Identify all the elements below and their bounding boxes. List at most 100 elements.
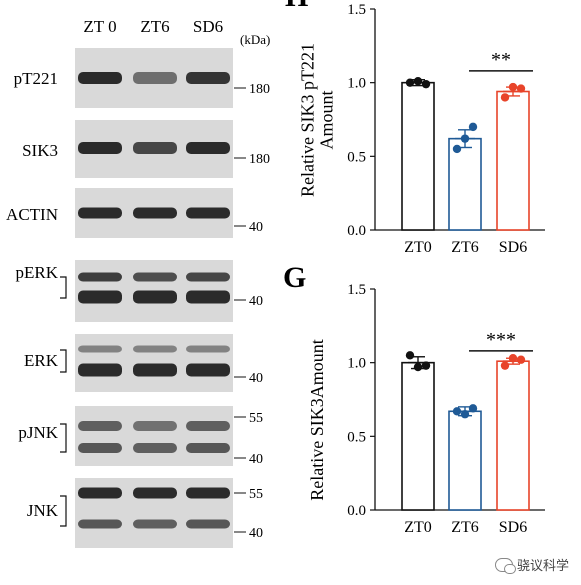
x-tick-label: ZT0 [404, 239, 432, 256]
protein-band [133, 421, 177, 431]
protein-label: JNK [27, 501, 59, 520]
blot-row: JNK 55 40 [27, 478, 263, 548]
data-point [500, 361, 510, 370]
protein-band [133, 272, 177, 282]
marker-kda-label: 40 [249, 452, 263, 467]
panel-letter: H [285, 0, 308, 13]
band-bracket [60, 276, 67, 299]
y-tick-label: 0.5 [347, 429, 366, 445]
protein-label: SIK3 [22, 141, 58, 160]
x-tick-label: ZT6 [451, 519, 479, 536]
lane-label: ZT6 [140, 17, 169, 36]
protein-band [186, 487, 230, 499]
protein-band [186, 363, 230, 377]
blot-row: pT221 180 [14, 48, 270, 108]
protein-label: pT221 [14, 69, 58, 88]
data-point [460, 134, 470, 143]
data-point [500, 93, 510, 102]
bar [448, 137, 482, 231]
data-point [405, 351, 415, 360]
y-axis-label-line: Relative SIK3Amount [307, 339, 327, 500]
data-point [468, 404, 478, 413]
protein-band [133, 207, 177, 219]
protein-band [133, 72, 177, 84]
protein-label: ACTIN [6, 205, 58, 224]
marker-kda-label: 55 [249, 411, 263, 426]
protein-band [78, 487, 122, 499]
protein-band [133, 443, 177, 453]
data-point [516, 84, 526, 93]
blot-row: pJNK 55 40 [18, 406, 263, 467]
protein-band [78, 207, 122, 219]
protein-band [133, 345, 177, 353]
protein-band [186, 345, 230, 353]
bar-chart: 0.0 0.5 1.0 1.5 Relative SIK3Amount ZT0 ZT6 SD6… [307, 282, 545, 536]
protein-band [186, 421, 230, 431]
protein-label: pJNK [18, 423, 58, 442]
band-bracket [60, 495, 67, 527]
bar [401, 81, 435, 231]
protein-band [78, 290, 122, 304]
significance-label: ** [491, 49, 511, 71]
data-point [508, 354, 518, 363]
data-point [413, 76, 423, 86]
protein-band [186, 142, 230, 154]
bar [448, 410, 482, 511]
x-tick-label: SD6 [499, 239, 527, 256]
y-tick-label: 1.5 [347, 282, 366, 298]
protein-band [78, 443, 122, 453]
data-point [508, 82, 518, 92]
blot-membrane [75, 406, 233, 466]
lane-label: SD6 [193, 17, 223, 36]
y-tick-label: 1.0 [347, 76, 366, 92]
x-tick-label: ZT0 [404, 519, 432, 536]
bar [496, 360, 530, 511]
blot-membrane [75, 334, 233, 392]
protein-band [133, 487, 177, 499]
protein-band [78, 272, 122, 282]
chat-bubbles-icon [494, 557, 516, 574]
lane-label: ZT 0 [83, 17, 116, 36]
blot-row: SIK3 180 [22, 120, 270, 178]
marker-kda-label: 40 [249, 220, 263, 235]
watermark-text: 骁议科学 [516, 559, 569, 574]
y-axis-label: Relative SIK3 pT221 Amount [298, 43, 337, 197]
data-point [421, 361, 431, 370]
protein-band [186, 272, 230, 282]
protein-band [133, 519, 177, 529]
protein-band [78, 345, 122, 353]
y-tick-label: 1.5 [347, 2, 366, 18]
marker-kda-label: 40 [249, 294, 263, 309]
y-axis-label: Relative SIK3Amount [307, 339, 327, 500]
protein-band [133, 290, 177, 304]
data-point [468, 122, 478, 132]
protein-band [78, 519, 122, 529]
data-point [421, 79, 431, 89]
protein-band [133, 363, 177, 377]
protein-band [133, 142, 177, 154]
y-tick-label: 0.0 [347, 223, 366, 239]
marker-kda-label: 40 [249, 526, 263, 541]
data-point [413, 362, 423, 372]
protein-label: pERK [16, 263, 59, 282]
data-point [452, 407, 462, 416]
marker-kda-label: 40 [249, 371, 263, 386]
protein-band [78, 142, 122, 154]
marker-kda-label: 180 [249, 152, 270, 167]
protein-band [186, 443, 230, 453]
significance-label: *** [486, 329, 516, 351]
marker-kda-label: 180 [249, 82, 270, 97]
watermark: 骁议科学 [494, 555, 569, 574]
data-point [516, 355, 526, 364]
y-axis-label-line: Amount [317, 90, 337, 149]
data-point [460, 410, 470, 419]
protein-band [78, 421, 122, 431]
bar [496, 90, 530, 231]
protein-band [186, 207, 230, 219]
y-axis-label-line: Relative SIK3 pT221 [298, 43, 318, 197]
panel-letter: G [283, 261, 306, 294]
band-bracket [60, 349, 67, 373]
kda-unit-label: (kDa) [240, 32, 270, 47]
protein-band [78, 72, 122, 84]
